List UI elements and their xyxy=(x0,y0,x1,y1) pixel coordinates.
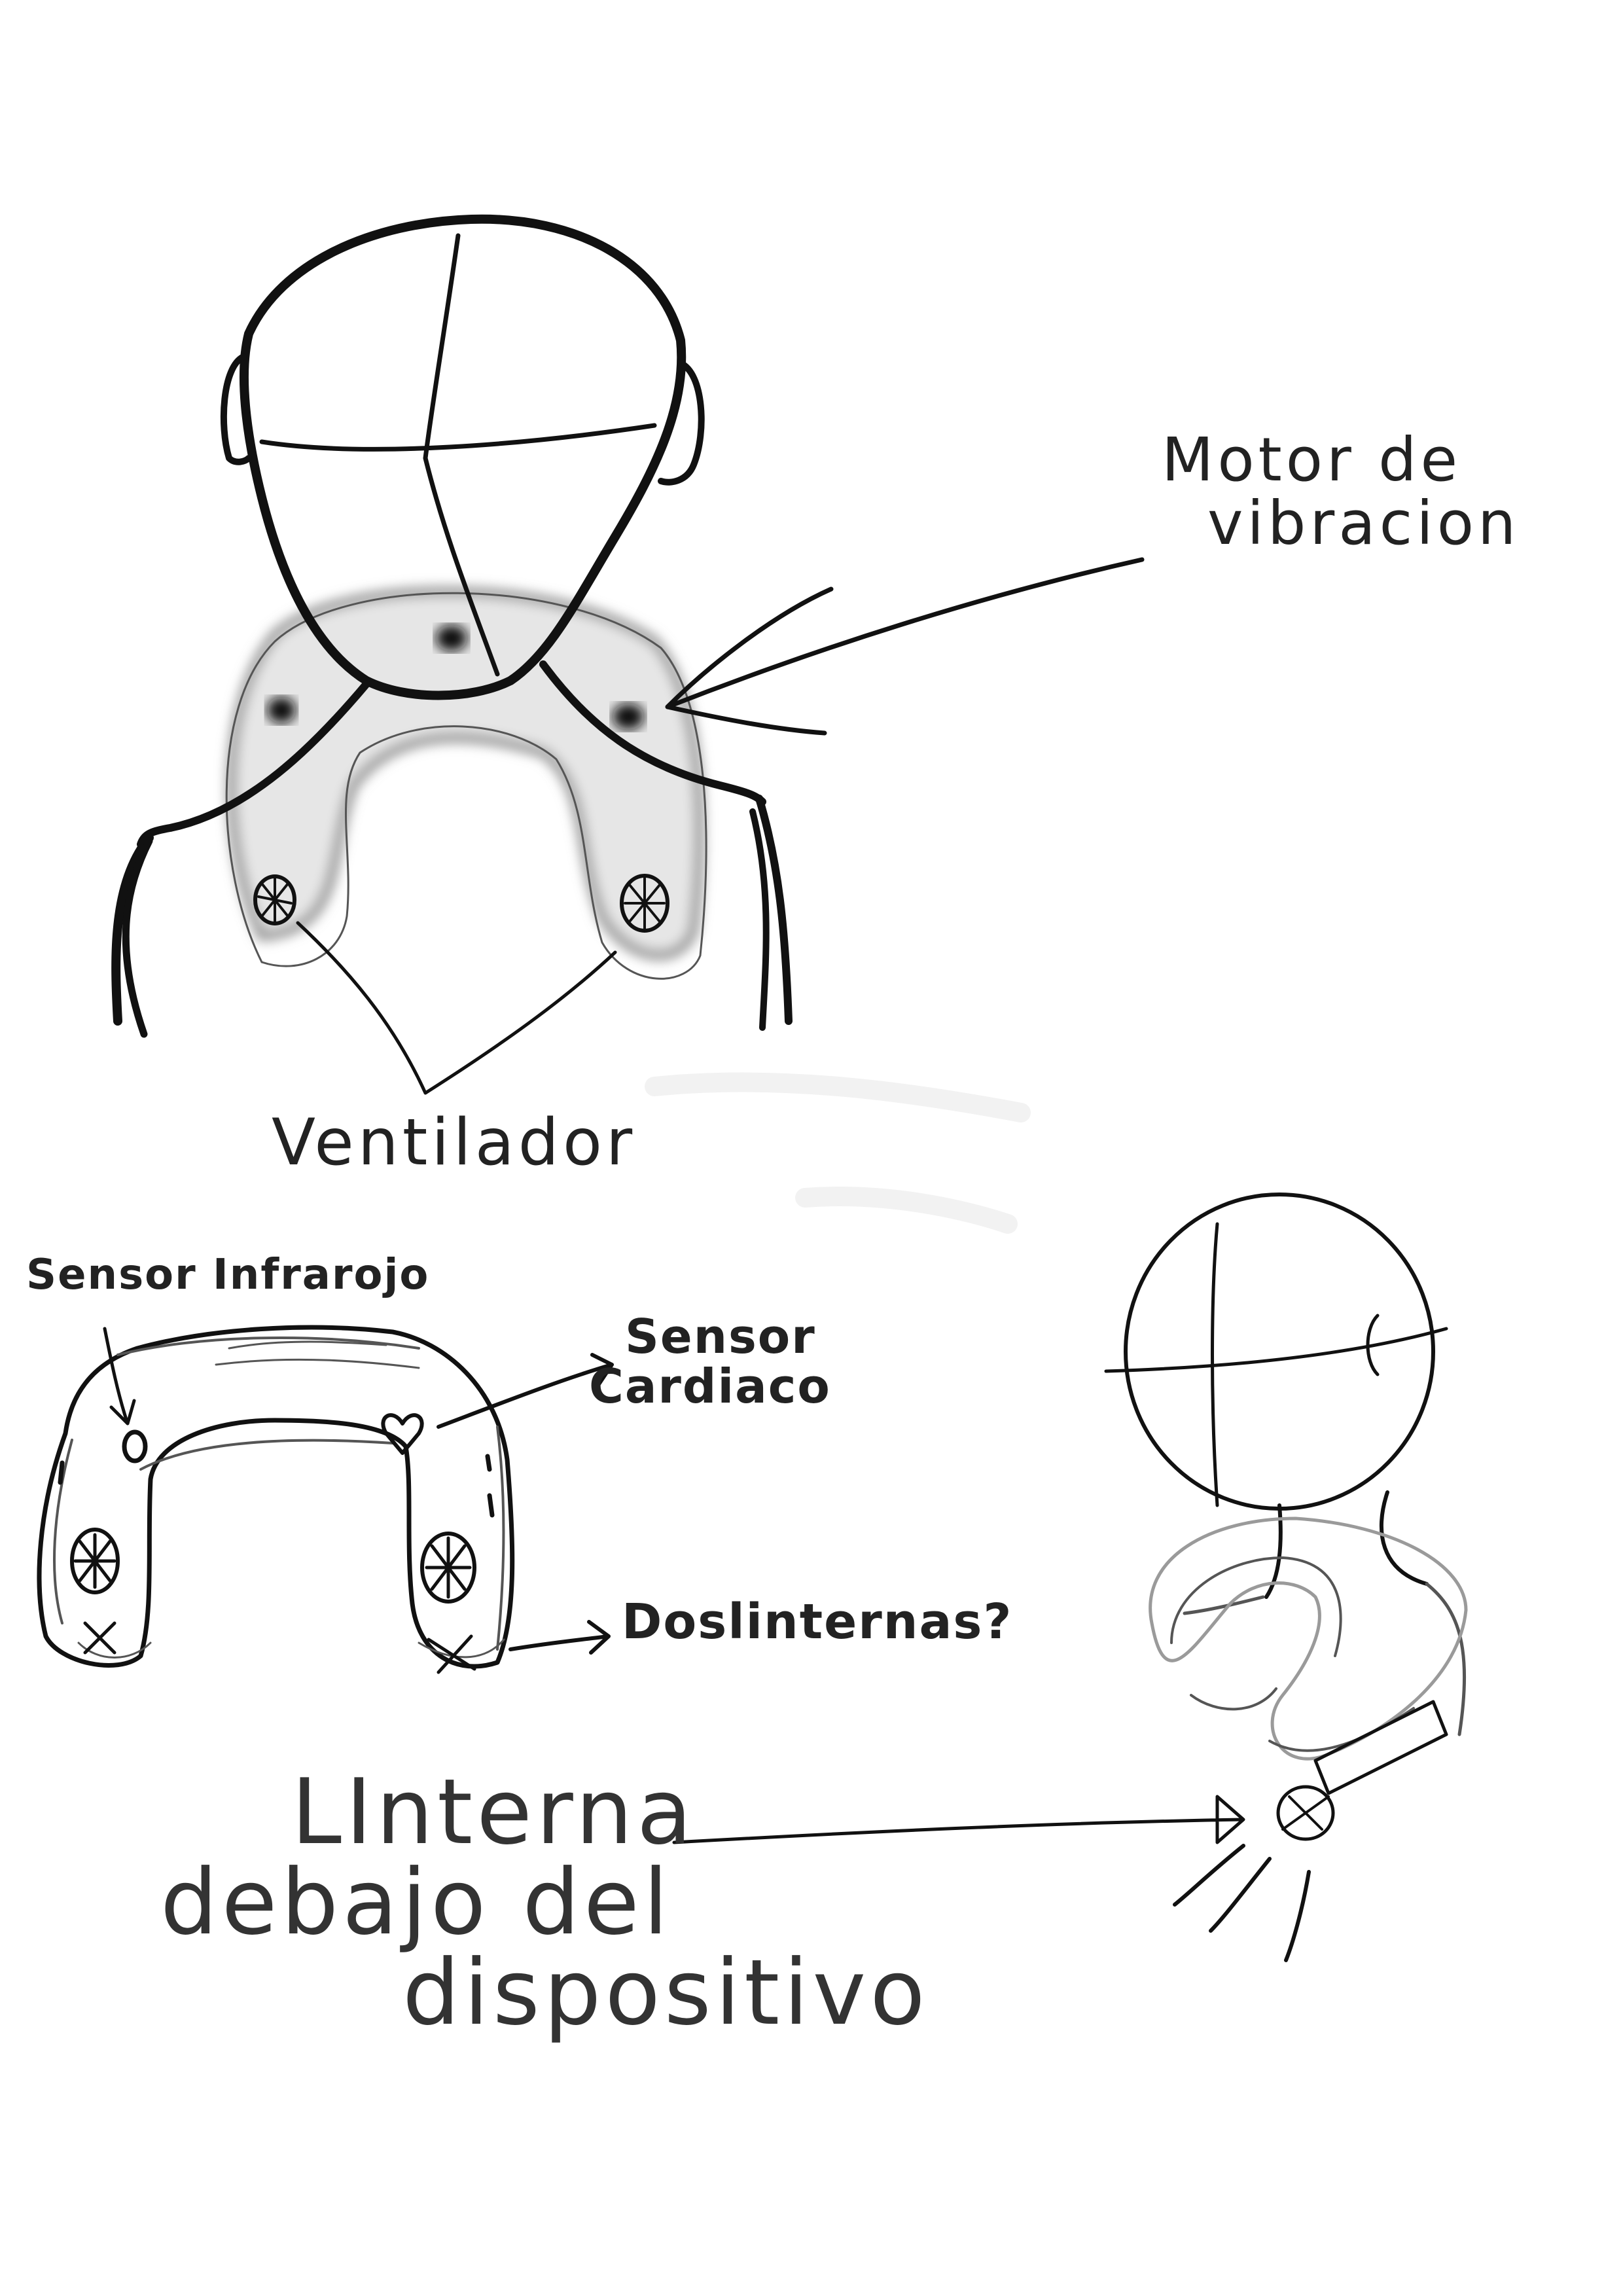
eraser-smudge xyxy=(645,1072,1031,1234)
side-flashlight-lens xyxy=(1281,1795,1330,1831)
flashlight-cross xyxy=(83,1621,476,1674)
side-flashlight-icon xyxy=(1276,1785,1335,1841)
linterna-debajo-line: LInterna xyxy=(291,1759,696,1865)
flashlight-icon xyxy=(420,1532,476,1604)
head-outline xyxy=(239,214,687,700)
light-rays xyxy=(1173,1844,1311,1962)
motor-label-line: Motor de xyxy=(1162,425,1462,495)
infrared-arrow xyxy=(103,1327,136,1426)
sensor-infrarrojo-label: Sensor Infrarojo xyxy=(26,1251,430,1299)
linterna-arrow xyxy=(672,1795,1245,1844)
head-guide-horizontal xyxy=(259,423,657,452)
cardiac-arrow xyxy=(437,1353,614,1429)
ventilador-label: Ventilador xyxy=(272,1105,637,1180)
infrared-sensor xyxy=(122,1429,148,1463)
motor-label-line: vibracion xyxy=(1207,488,1520,558)
linterna-debajo-line: dispositivo xyxy=(402,1940,929,2045)
vibration-motor-dot xyxy=(613,704,644,730)
side-flashlight-body xyxy=(1313,1700,1448,1795)
device-marks xyxy=(58,1454,495,1518)
side-device-inner xyxy=(1170,1556,1415,1752)
vibration-motor-dot xyxy=(267,697,296,723)
shoulder-right xyxy=(539,660,766,806)
side-device xyxy=(1149,1516,1468,1761)
side-head-guide xyxy=(1104,1222,1448,1507)
motor-label: Motor de vibracion xyxy=(1162,425,1520,558)
flashlight-icon xyxy=(70,1528,120,1594)
sensor-cardiaco-label: Sensor Cardiaco xyxy=(589,1309,831,1411)
ear-left xyxy=(220,353,252,465)
ventilador-leader xyxy=(296,921,617,1095)
device-body-outer xyxy=(37,1325,515,1669)
ear-right xyxy=(658,360,705,486)
device-diagram xyxy=(37,1325,614,1674)
linterna-debajo-line: debajo del xyxy=(160,1850,673,1955)
motor-arrow xyxy=(665,557,1145,736)
sensor-cardiaco-line: Sensor xyxy=(625,1309,816,1364)
device-body-inner xyxy=(53,1336,505,1651)
device-body-scribble xyxy=(77,1340,505,1659)
side-figure xyxy=(672,1193,1468,1962)
arm-right-inner xyxy=(749,808,770,1031)
shoulder-left xyxy=(137,680,370,848)
arm-left-inner xyxy=(122,837,153,1038)
vibration-motor-dot xyxy=(436,625,467,651)
arm-left xyxy=(111,833,154,1026)
side-head xyxy=(1124,1193,1435,1511)
dos-linternas-label: Doslinternas? xyxy=(622,1594,1013,1650)
head-guide-vertical xyxy=(423,233,500,677)
device-outline-smudge xyxy=(226,586,705,960)
top-figure xyxy=(111,214,1145,1095)
device-outline-thin xyxy=(225,592,707,980)
linterna-debajo-label: LInterna debajo del dispositivo xyxy=(160,1767,929,2038)
side-ear xyxy=(1366,1314,1380,1376)
heart-sensor-icon xyxy=(381,1413,424,1455)
fan-icon xyxy=(620,874,669,933)
sensor-cardiaco-line: Cardiaco xyxy=(589,1358,831,1414)
flashlights-arrow xyxy=(508,1620,611,1655)
fan-icon xyxy=(253,874,296,925)
arm-right xyxy=(755,795,793,1025)
